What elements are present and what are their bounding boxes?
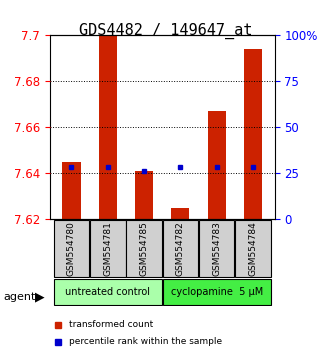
- FancyBboxPatch shape: [199, 220, 234, 277]
- Text: GDS4482 / 149647_at: GDS4482 / 149647_at: [79, 23, 252, 39]
- FancyBboxPatch shape: [54, 279, 162, 305]
- Text: GSM554783: GSM554783: [212, 221, 221, 276]
- Text: cyclopamine  5 μM: cyclopamine 5 μM: [170, 287, 263, 297]
- Text: GSM554785: GSM554785: [140, 221, 149, 276]
- Bar: [171, 208, 189, 219]
- Bar: [208, 111, 226, 219]
- Bar: [244, 49, 262, 219]
- Text: transformed count: transformed count: [69, 320, 153, 330]
- Text: untreated control: untreated control: [65, 287, 150, 297]
- FancyBboxPatch shape: [163, 279, 271, 305]
- Text: ▶: ▶: [35, 290, 44, 303]
- FancyBboxPatch shape: [126, 220, 162, 277]
- Text: GSM554782: GSM554782: [176, 221, 185, 276]
- Text: GSM554780: GSM554780: [67, 221, 76, 276]
- Text: agent: agent: [3, 292, 36, 302]
- FancyBboxPatch shape: [54, 220, 89, 277]
- FancyBboxPatch shape: [90, 220, 125, 277]
- Text: GSM554784: GSM554784: [249, 221, 258, 276]
- FancyBboxPatch shape: [235, 220, 271, 277]
- FancyBboxPatch shape: [163, 220, 198, 277]
- Text: percentile rank within the sample: percentile rank within the sample: [69, 337, 222, 346]
- Bar: [99, 35, 117, 219]
- Bar: [62, 162, 80, 219]
- Bar: [135, 171, 153, 219]
- Text: GSM554781: GSM554781: [103, 221, 112, 276]
